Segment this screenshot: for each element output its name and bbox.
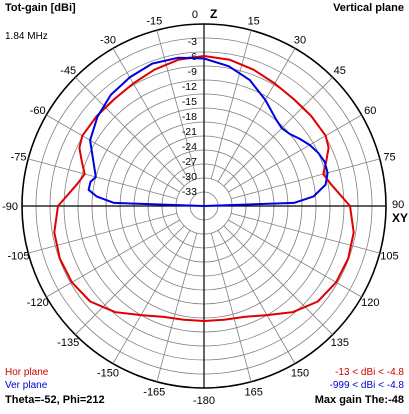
grid-spoke	[228, 219, 362, 298]
legend-hor-plane: Hor plane	[5, 367, 49, 378]
grid-spoke	[46, 114, 180, 193]
angle-tick-label: 90	[392, 199, 404, 211]
angle-tick-label: 135	[331, 337, 349, 349]
angle-tick-label: -90	[2, 201, 18, 213]
axis-z-label: Z	[210, 7, 217, 21]
grid-spoke	[228, 114, 362, 193]
angle-tick-label: 120	[361, 297, 379, 309]
grid-spoke	[28, 158, 178, 200]
angle-tick-label: -45	[60, 65, 76, 77]
angle-tick-label: -120	[27, 297, 49, 309]
angle-tick-label: -105	[8, 251, 30, 263]
grid-spoke	[210, 232, 252, 382]
frequency-label: 1.84 MHz	[5, 31, 48, 42]
grid-spoke	[75, 225, 185, 335]
hor-range-label: -13 < dBi < -4.8	[335, 367, 404, 378]
angle-tick-label: 45	[334, 65, 346, 77]
angle-tick-label: 75	[383, 151, 395, 163]
radial-tick-label: -24	[182, 141, 197, 153]
axis-xy-label: XY	[392, 211, 408, 225]
angle-tick-label: -135	[57, 337, 79, 349]
grid-spoke	[223, 225, 333, 335]
radial-tick-label: -30	[182, 171, 197, 183]
radial-tick-label: -9	[188, 66, 197, 78]
angle-tick-label: -150	[97, 367, 119, 379]
grid-spoke	[156, 30, 198, 180]
grid-spoke	[210, 30, 252, 180]
angle-tick-label: -15	[146, 16, 162, 28]
angle-tick-label: -30	[100, 35, 116, 47]
grid-spoke	[28, 212, 178, 254]
angle-tick-label: -75	[11, 151, 27, 163]
radial-tick-label: -18	[182, 111, 197, 123]
angle-tick-label: 105	[380, 251, 398, 263]
radial-tick-label: -33	[182, 186, 197, 198]
grid-spoke	[223, 77, 333, 187]
angle-tick-label: 15	[248, 16, 260, 28]
ver-plane-trace	[87, 56, 329, 207]
angle-tick-label: 165	[245, 386, 263, 398]
grid-spoke	[112, 48, 191, 182]
grid-spoke	[230, 158, 380, 200]
radial-tick-label: -27	[182, 156, 197, 168]
angle-tick-label: -165	[143, 386, 165, 398]
max-gain-label: Max gain The:-48	[314, 394, 404, 406]
radial-tick-label: -12	[182, 81, 197, 93]
radial-tick-label: -15	[182, 96, 197, 108]
angle-tick-label: 150	[291, 367, 309, 379]
angle-tick-label: -60	[30, 105, 46, 117]
grid-spoke	[230, 212, 380, 254]
grid-spoke	[75, 77, 185, 187]
plane-label: Vertical plane	[333, 2, 404, 14]
grid-spoke	[112, 230, 191, 364]
chart-title: Tot-gain [dBi]	[5, 2, 76, 14]
ver-range-label: -999 < dBi < -4.8	[329, 380, 405, 391]
angle-tick-label: 0	[192, 9, 198, 21]
grid-spoke	[217, 230, 296, 364]
grid-spoke	[46, 219, 180, 298]
legend-ver-plane: Ver plane	[5, 380, 48, 391]
grid-spoke	[217, 48, 296, 182]
hor-plane-trace	[53, 55, 355, 322]
angle-tick-label: 30	[294, 35, 306, 47]
theta-phi-readout: Theta=-52, Phi=212	[5, 394, 105, 406]
radial-tick-label: -21	[182, 126, 197, 138]
angle-tick-label: 60	[364, 105, 376, 117]
radial-tick-label: -3	[188, 36, 197, 48]
angle-tick-label: -180	[193, 395, 215, 407]
grid-spoke	[156, 232, 198, 382]
